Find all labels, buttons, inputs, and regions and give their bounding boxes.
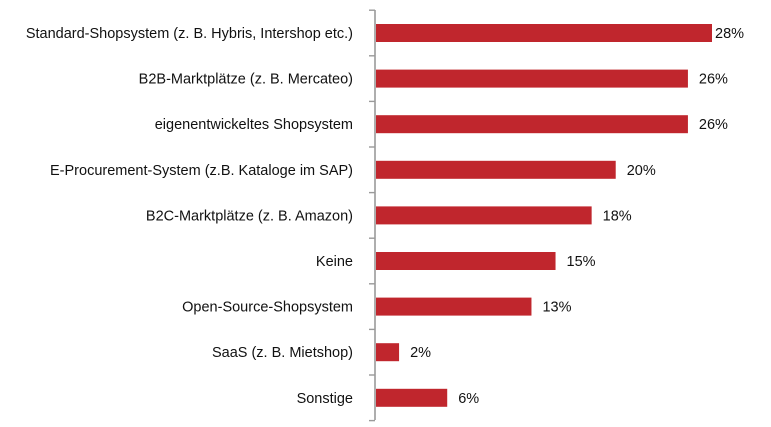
bars-layer: [376, 24, 712, 407]
data-label: 18%: [603, 208, 632, 224]
bar: [376, 24, 712, 42]
bar: [376, 115, 688, 134]
category-label: eigenentwickeltes Shopsystem: [155, 117, 353, 133]
labels-layer: Standard-Shopsystem (z. B. Hybris, Inter…: [26, 26, 744, 407]
bar: [376, 388, 448, 407]
data-label: 28%: [715, 26, 744, 42]
category-label: Keine: [316, 254, 353, 270]
axis-layer: [369, 9, 376, 422]
category-label: Open-Source-Shopsystem: [182, 300, 353, 316]
category-label: Sonstige: [297, 391, 353, 407]
data-label: 2%: [410, 345, 431, 361]
bar: [376, 252, 556, 270]
data-label: 13%: [542, 300, 571, 316]
bar: [376, 69, 688, 88]
category-label: SaaS (z. B. Mietshop): [212, 345, 353, 361]
bar: [376, 206, 592, 225]
data-label: 20%: [627, 163, 656, 179]
category-label: E-Procurement-System (z.B. Kataloge im S…: [50, 163, 353, 179]
data-label: 6%: [458, 391, 479, 407]
category-label: B2C-Marktplätze (z. B. Amazon): [146, 208, 353, 224]
bar: [376, 297, 532, 316]
bar: [376, 343, 400, 362]
category-label: Standard-Shopsystem (z. B. Hybris, Inter…: [26, 26, 353, 42]
category-label: B2B-Marktplätze (z. B. Mercateo): [139, 72, 353, 88]
data-label: 26%: [699, 117, 728, 133]
data-label: 15%: [567, 254, 596, 270]
data-label: 26%: [699, 72, 728, 88]
bar: [376, 160, 616, 179]
